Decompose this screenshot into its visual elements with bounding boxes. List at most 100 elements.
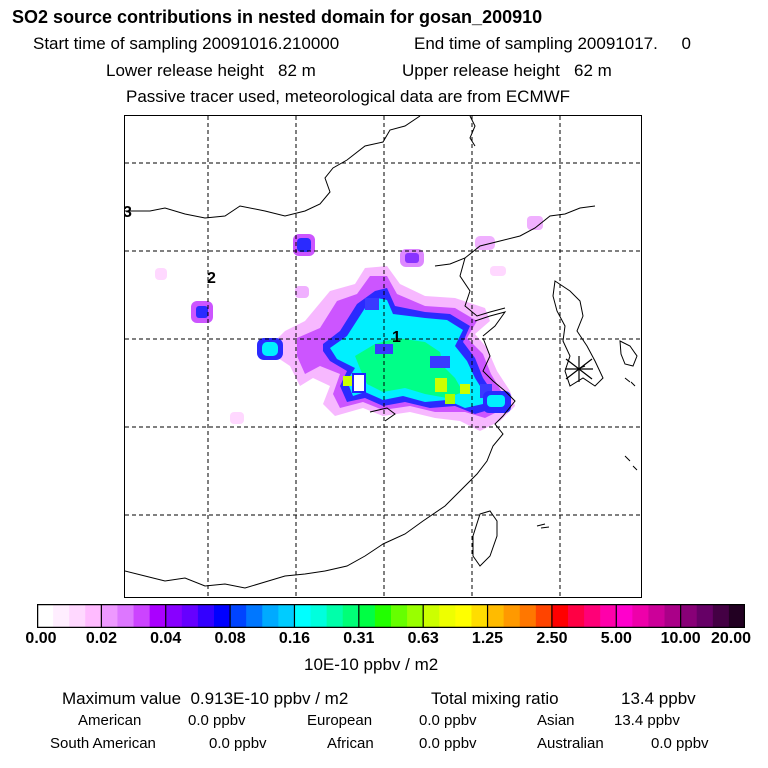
colorbar-cell	[374, 604, 392, 628]
plume-delta	[487, 395, 505, 407]
colorbar-tick-label: 0.08	[214, 630, 246, 647]
colorbar-cell	[101, 604, 119, 628]
colorbar-cell	[53, 604, 70, 628]
african-value: 0.0 ppbv	[419, 735, 477, 752]
coastline-island	[624, 455, 638, 471]
plume-hotspot	[435, 378, 447, 392]
plume-hotspot	[343, 376, 353, 386]
region-label-3: 3	[125, 204, 132, 221]
colorbar-cell	[294, 604, 312, 628]
plume-spot	[230, 412, 244, 424]
plume-spot	[297, 238, 311, 252]
european-value: 0.0 ppbv	[419, 712, 477, 729]
region-labels: 1 2 3	[125, 204, 401, 346]
colorbar-tick-label: 0.02	[85, 630, 117, 647]
colorbar-cell	[85, 604, 102, 628]
colorbar-tick-label: 0.16	[278, 630, 311, 647]
colorbar-tick-label: 5.00	[600, 630, 632, 647]
colorbar-cell	[133, 604, 151, 628]
american-label: American	[78, 712, 142, 729]
total-mixing-label: Total mixing ratio	[431, 689, 559, 708]
colorbar-cell	[246, 604, 263, 628]
plume-spot	[490, 266, 506, 276]
end-time-label: End time of sampling 20091017. 0	[414, 34, 691, 53]
colorbar-tick-label: 0.63	[407, 630, 439, 647]
american-value: 0.0 ppbv	[188, 712, 246, 729]
colorbar-cell	[600, 604, 617, 628]
colorbar-dividers	[100, 604, 682, 628]
colorbar-cell	[197, 604, 215, 628]
colorbar-cell	[519, 604, 537, 628]
colorbar-tick-label: 2.50	[536, 630, 568, 647]
coastline-south	[125, 570, 326, 589]
colorbar-tick-label: 0.31	[343, 630, 375, 647]
coastline-taiwan	[472, 510, 498, 567]
coastline-island	[536, 523, 550, 529]
coastline-island	[369, 407, 396, 422]
upper-release-label: Upper release height 62 m	[402, 61, 612, 80]
colorbar-tick-label: 0.04	[150, 630, 182, 647]
plume-white-cell	[352, 373, 366, 393]
colorbar-cell	[632, 604, 650, 628]
plume-west-arm	[262, 342, 278, 356]
colorbar-tick-label: 0.00	[25, 630, 57, 647]
lower-release-label: Lower release height 82 m	[106, 61, 316, 80]
australian-value: 0.0 ppbv	[651, 735, 709, 752]
colorbar-cell	[278, 604, 296, 628]
region-label-1: 1	[392, 329, 401, 346]
coastline-japan	[619, 340, 638, 367]
colorbar-cell	[455, 604, 473, 628]
colorbar-cell	[568, 604, 585, 628]
colorbar-cell	[69, 604, 86, 628]
colorbar-cell	[439, 604, 456, 628]
colorbar-cell	[471, 604, 489, 628]
colorbar-cell	[503, 604, 521, 628]
colorbar-cell	[712, 604, 730, 628]
colorbar-cell	[616, 604, 633, 628]
colorbar-cells	[37, 604, 745, 628]
colorbar-cell	[664, 604, 682, 628]
coastline-liaodong	[434, 205, 596, 267]
south-american-label: South American	[50, 735, 156, 752]
coastline-island	[624, 377, 636, 387]
asian-value: 13.4 ppbv	[614, 712, 680, 729]
plume-layer	[155, 216, 543, 431]
colorbar-cell	[117, 604, 135, 628]
colorbar-cell	[149, 604, 167, 628]
region-label-2: 2	[207, 270, 216, 287]
grid-lines	[125, 116, 641, 597]
colorbar-cell	[214, 604, 231, 628]
plume-spot	[196, 306, 208, 318]
colorbar-cell	[728, 604, 745, 628]
plume-spot	[155, 268, 167, 280]
plume-spot	[405, 253, 419, 263]
coastlines	[125, 116, 638, 589]
colorbar-cell	[423, 604, 440, 628]
colorbar-cell	[165, 604, 183, 628]
plume-blue-cell	[365, 298, 379, 310]
colorbar-cell	[487, 604, 505, 628]
coastline-mainland	[125, 116, 421, 219]
colorbar-border	[37, 604, 745, 628]
plume-hotspot	[445, 394, 455, 404]
coastline-shandong	[474, 311, 507, 337]
african-label: African	[327, 735, 374, 752]
colorbar-cell	[310, 604, 328, 628]
colorbar-cell	[358, 604, 376, 628]
colorbar-cell	[181, 604, 199, 628]
plume-spot	[527, 216, 543, 230]
colorbar-cell	[584, 604, 601, 628]
plume-spot	[295, 286, 309, 298]
colorbar-cell	[391, 604, 408, 628]
colorbar-tick-label: 10.00	[660, 630, 701, 647]
colorbar-cell	[551, 604, 569, 628]
colorbar-cell	[535, 604, 553, 628]
colorbar-cell	[342, 604, 360, 628]
colorbar-tick-label: 20.00	[710, 630, 752, 647]
colorbar-cell	[696, 604, 714, 628]
map-plot-area: 1 2 3	[124, 115, 642, 598]
colorbar-cell	[326, 604, 344, 628]
colorbar-tick-label: 1.25	[471, 630, 504, 647]
colorbar-cell	[680, 604, 698, 628]
coastline-bohai	[459, 257, 506, 317]
